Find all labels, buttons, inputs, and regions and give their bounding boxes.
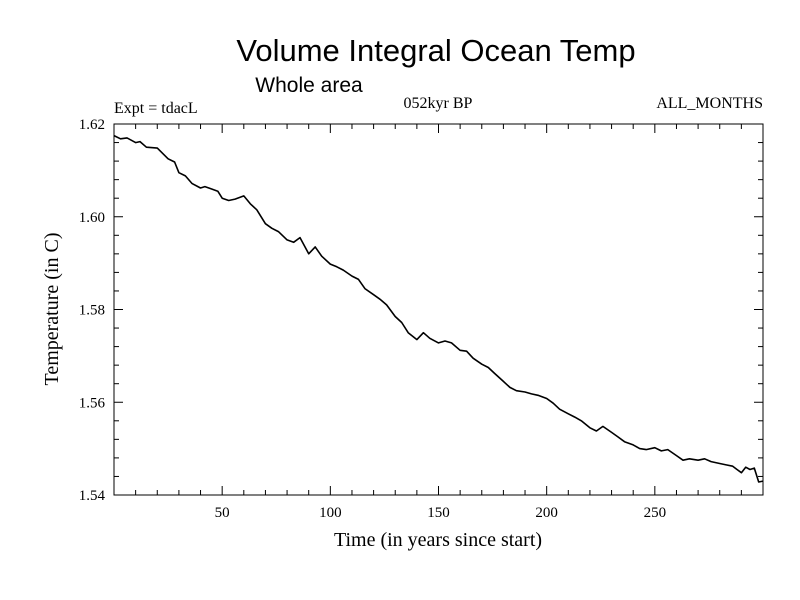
x-axis-tick-labels: 50 100 150 200 250 — [215, 505, 666, 521]
plot-frame — [113, 123, 764, 496]
series-line-tdacL — [113, 134, 764, 483]
x-axis-ticks — [135, 124, 742, 495]
experiment-label: Expt = tdacL — [114, 100, 198, 117]
y-axis-ticks — [114, 123, 763, 496]
y-tick-label: 1.54 — [79, 488, 106, 504]
y-tick-label: 1.58 — [79, 303, 105, 319]
months-label: ALL_MONTHS — [656, 95, 763, 112]
x-tick-label: 100 — [319, 505, 342, 521]
x-axis-title: Time (in years since start) — [334, 529, 542, 551]
chart-title: Volume Integral Ocean Temp — [236, 33, 635, 68]
y-axis-tick-labels: 1.54 1.56 1.58 1.60 1.62 — [79, 117, 106, 504]
chart-subtitle: Whole area — [255, 74, 363, 97]
y-tick-label: 1.62 — [79, 117, 105, 133]
x-tick-label: 250 — [644, 505, 667, 521]
x-tick-label: 150 — [427, 505, 450, 521]
x-tick-label: 200 — [535, 505, 558, 521]
y-tick-label: 1.56 — [79, 395, 106, 411]
period-label: 052kyr BP — [404, 95, 473, 112]
y-tick-label: 1.60 — [79, 210, 105, 226]
y-axis-title: Temperature (in C) — [41, 233, 63, 386]
x-tick-label: 50 — [215, 505, 230, 521]
